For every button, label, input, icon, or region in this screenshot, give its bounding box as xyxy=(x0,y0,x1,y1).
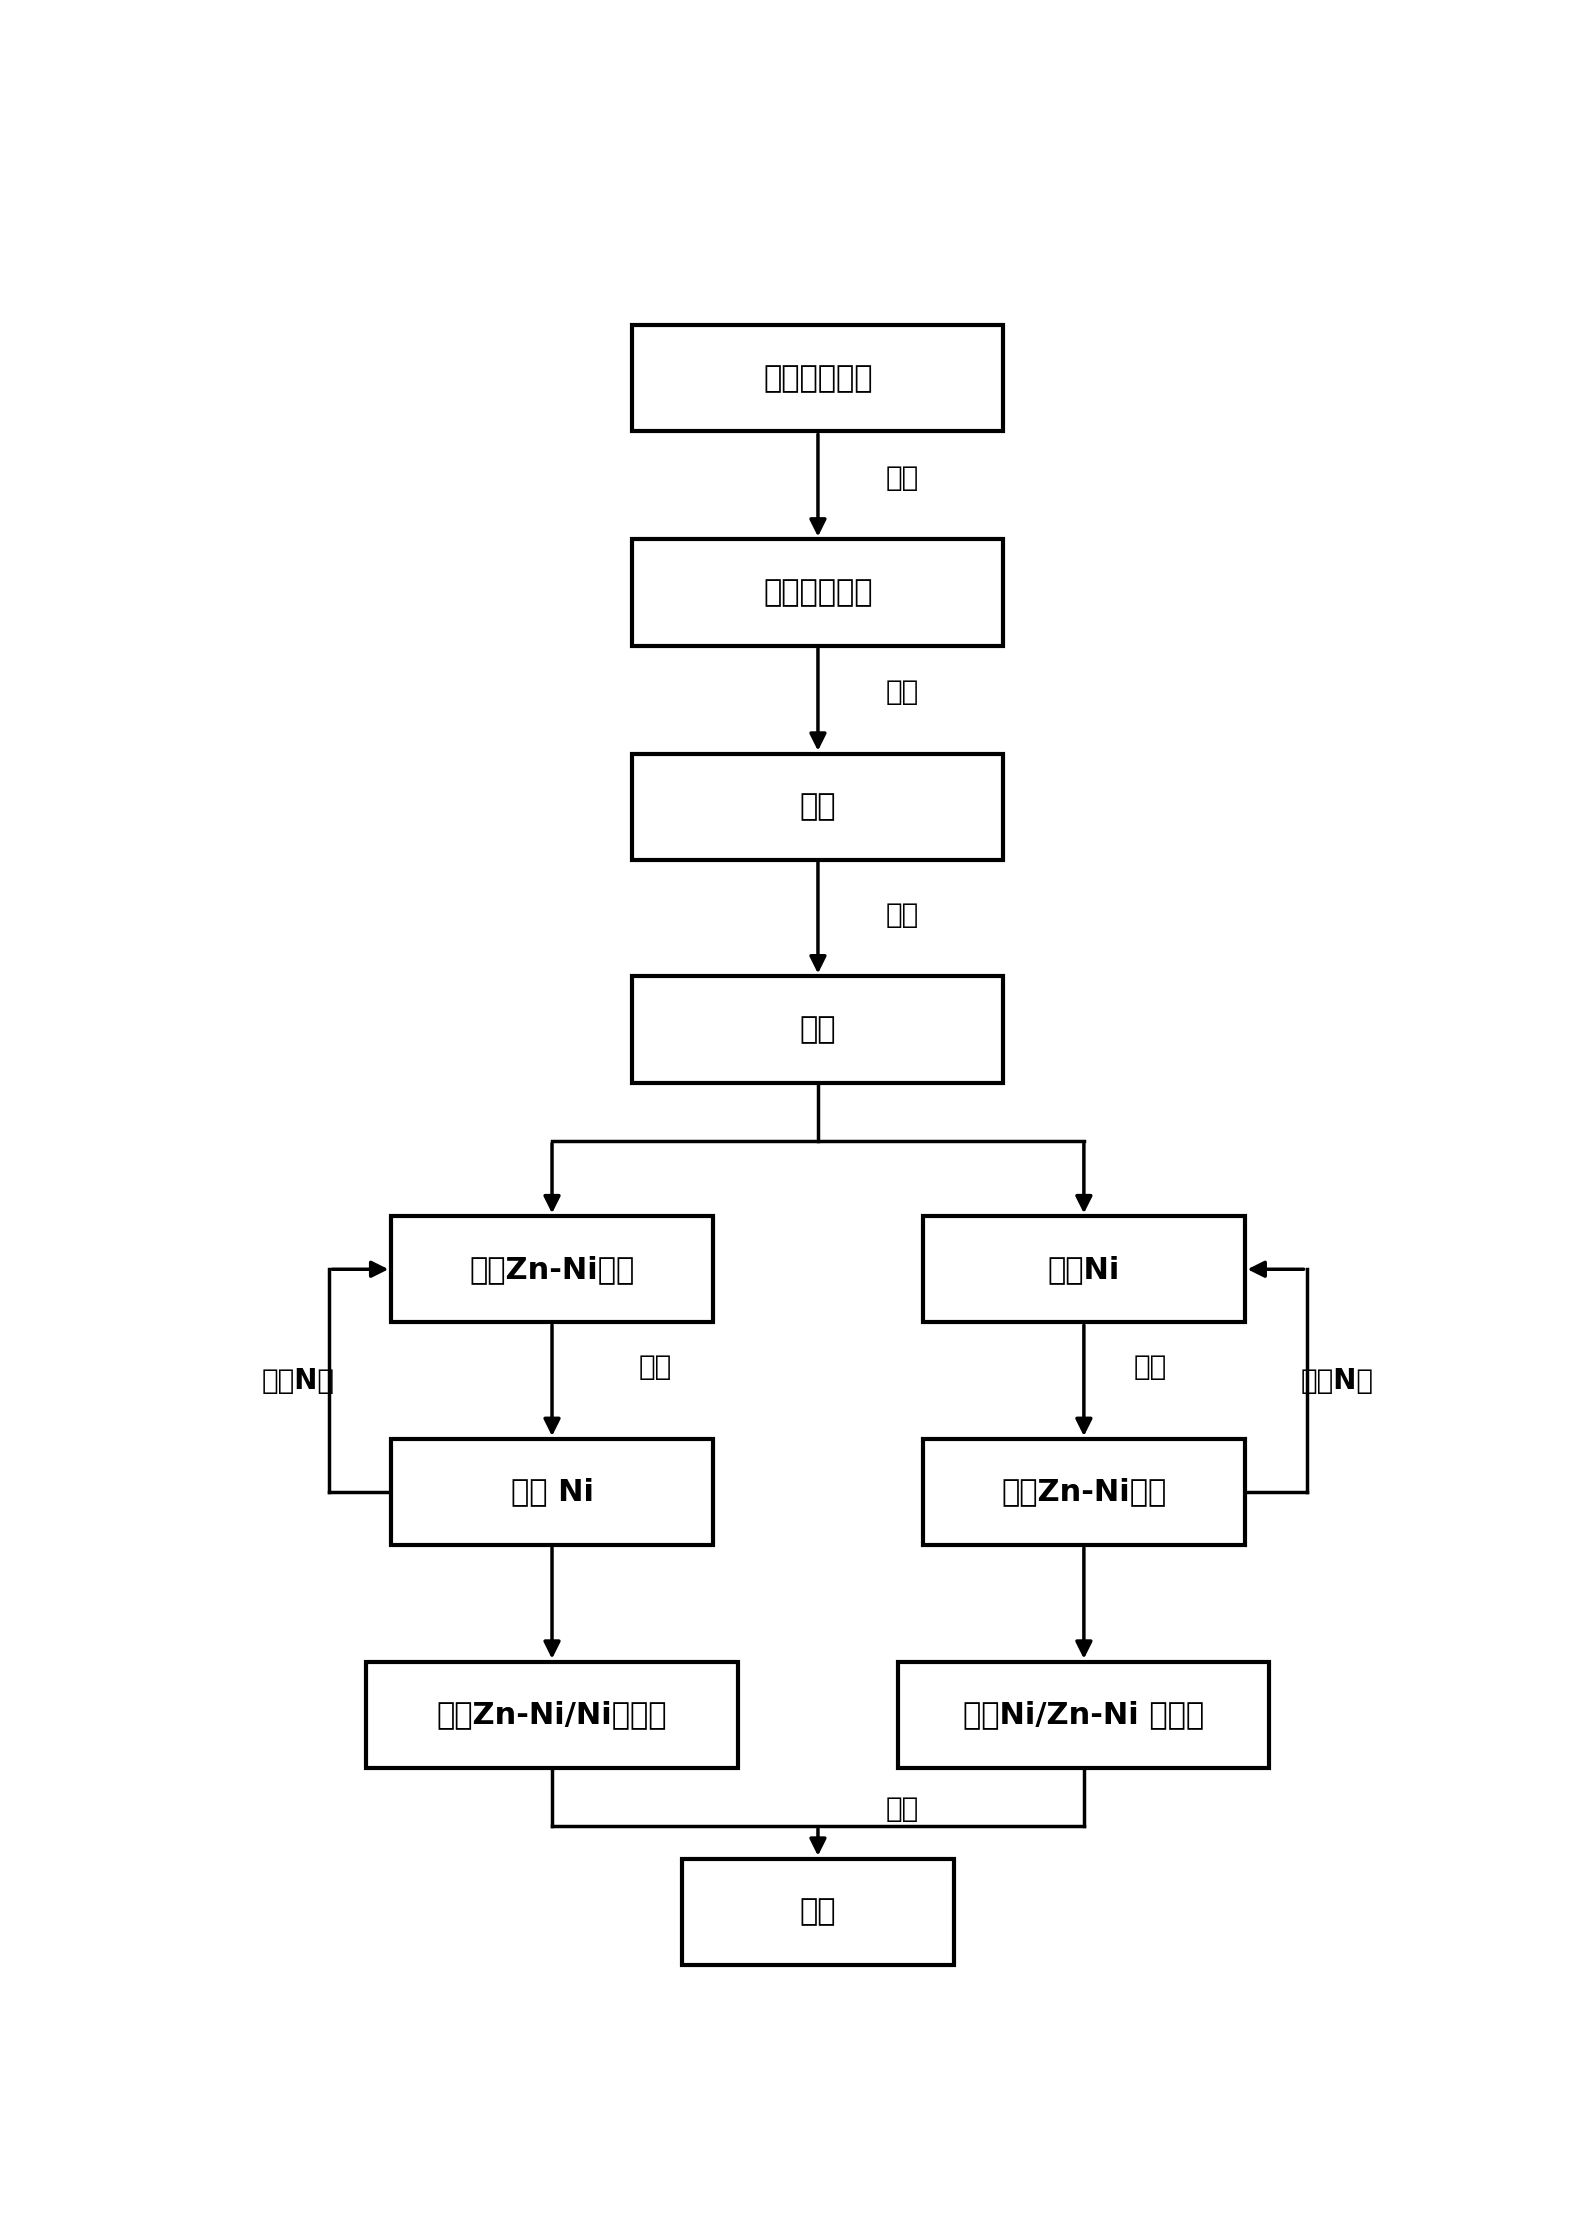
Text: 制得Ni/Zn-Ni 多层膜: 制得Ni/Zn-Ni 多层膜 xyxy=(964,1700,1205,1729)
Text: 有机溶液清洗: 有机溶液清洗 xyxy=(763,578,873,607)
Bar xyxy=(391,1440,713,1544)
Text: 循环N次: 循环N次 xyxy=(262,1366,335,1395)
Text: 水洗: 水洗 xyxy=(1133,1353,1167,1382)
Bar xyxy=(922,1440,1245,1544)
Text: 机械打磨抛光: 机械打磨抛光 xyxy=(763,365,873,394)
Text: 水洗: 水洗 xyxy=(886,463,919,492)
Text: 水洗: 水洗 xyxy=(886,901,919,928)
Text: 碱洗: 碱洗 xyxy=(800,792,836,821)
Text: 电镰Zn-Ni合金: 电镰Zn-Ni合金 xyxy=(469,1255,635,1284)
Bar xyxy=(922,1217,1245,1322)
Bar xyxy=(391,1217,713,1322)
Bar xyxy=(632,754,1004,859)
Text: 制得Zn-Ni/Ni多层膜: 制得Zn-Ni/Ni多层膜 xyxy=(437,1700,667,1729)
Text: 吹干: 吹干 xyxy=(800,1898,836,1927)
Bar xyxy=(367,1662,737,1769)
Bar xyxy=(899,1662,1269,1769)
Text: 循环N次: 循环N次 xyxy=(1301,1366,1374,1395)
Bar xyxy=(681,1858,954,1965)
Text: 酸洗: 酸洗 xyxy=(800,1015,836,1044)
Bar xyxy=(632,325,1004,432)
Text: 电镰 Ni: 电镰 Ni xyxy=(511,1477,594,1506)
Bar xyxy=(632,977,1004,1084)
Text: 电镰Zn-Ni合金: 电镰Zn-Ni合金 xyxy=(1001,1477,1167,1506)
Bar xyxy=(632,538,1004,645)
Text: 水洗: 水洗 xyxy=(886,1796,919,1822)
Text: 水洗: 水洗 xyxy=(638,1353,672,1382)
Text: 电镰Ni: 电镰Ni xyxy=(1047,1255,1120,1284)
Text: 水洗: 水洗 xyxy=(886,679,919,705)
